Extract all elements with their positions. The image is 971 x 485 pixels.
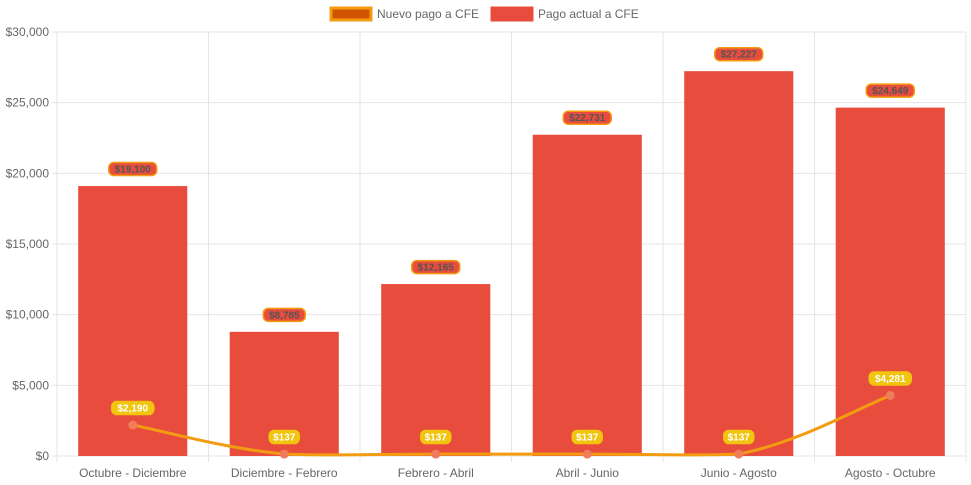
- line-point[interactable]: [431, 449, 441, 459]
- line-value-label: $2,190: [117, 404, 148, 415]
- data-labels: $19,100 $8,785 $12,165 $22,731 $27,227 $24,64…: [108, 46, 915, 445]
- bar-value-label-bg: [562, 110, 612, 125]
- y-tick-label: $20,000: [6, 166, 50, 180]
- bar[interactable]: [78, 186, 188, 456]
- y-tick-label: $0: [36, 449, 50, 463]
- line-value-label: $4,281: [875, 374, 906, 385]
- line-value-label-bg: [111, 400, 155, 416]
- bar-value-label: $8,785: [269, 310, 300, 321]
- bar-value-label: $19,100: [115, 165, 152, 176]
- x-tick-label: Diciembre - Febrero: [231, 466, 338, 480]
- line-value-label: $137: [576, 433, 599, 444]
- bar-value-label-bg: [411, 259, 461, 275]
- bar-value-label-bg: [865, 83, 915, 98]
- bar[interactable]: [381, 284, 491, 456]
- x-tick-label: Junio - Agosto: [701, 466, 777, 480]
- line-point[interactable]: [885, 390, 895, 400]
- line-value-label-bg: [868, 371, 912, 386]
- line-value-label: $137: [425, 433, 448, 444]
- line-point[interactable]: [279, 449, 289, 459]
- bar[interactable]: [532, 134, 642, 456]
- series-line: [132, 394, 891, 457]
- y-tick-label: $30,000: [6, 25, 50, 39]
- legend-label[interactable]: Pago actual a CFE: [538, 7, 639, 21]
- bar-value-label: $12,165: [418, 263, 455, 274]
- line-point[interactable]: [128, 420, 138, 430]
- x-tick-label: Agosto - Octubre: [845, 466, 936, 480]
- line-value-label-bg: [723, 429, 755, 445]
- x-tick-label: Abril - Junio: [556, 466, 620, 480]
- legend-label[interactable]: Nuevo pago a CFE: [377, 7, 479, 21]
- bar-value-label: $27,227: [721, 50, 758, 61]
- line-value-label: $137: [728, 433, 751, 444]
- bar-value-label-bg: [714, 46, 764, 62]
- y-tick-label: $5,000: [12, 378, 49, 392]
- bar[interactable]: [684, 71, 794, 456]
- y-axis: $0 $5,000 $10,000 $15,000 $20,000 $25,000 $30,…: [6, 25, 57, 463]
- y-tick-label: $10,000: [6, 308, 50, 322]
- bar[interactable]: [835, 107, 945, 456]
- bar-value-label: $22,731: [569, 113, 606, 124]
- line-point[interactable]: [734, 449, 744, 459]
- grid: [56, 31, 967, 462]
- y-tick-label: $25,000: [6, 96, 50, 110]
- line-value-label-bg: [571, 429, 603, 445]
- bar-value-label-bg: [262, 307, 306, 323]
- bar-value-label-bg: [108, 161, 158, 177]
- x-tick-label: Octubre - Diciembre: [79, 466, 187, 480]
- line-point[interactable]: [582, 449, 592, 459]
- legend-swatch[interactable]: [329, 6, 373, 22]
- bar-value-label: $24,649: [872, 86, 909, 97]
- x-tick-label: Febrero - Abril: [398, 466, 474, 480]
- line-value-label-bg: [420, 429, 452, 445]
- line-series: [128, 390, 895, 459]
- x-axis: Octubre - Diciembre Diciembre - Febrero Fe…: [79, 466, 936, 480]
- line-value-label: $137: [273, 433, 296, 444]
- line-value-label-bg: [268, 429, 300, 445]
- legend-swatch[interactable]: [490, 6, 534, 22]
- y-tick-label: $15,000: [6, 237, 50, 251]
- legend: Nuevo pago a CFE Pago actual a CFE: [329, 6, 639, 22]
